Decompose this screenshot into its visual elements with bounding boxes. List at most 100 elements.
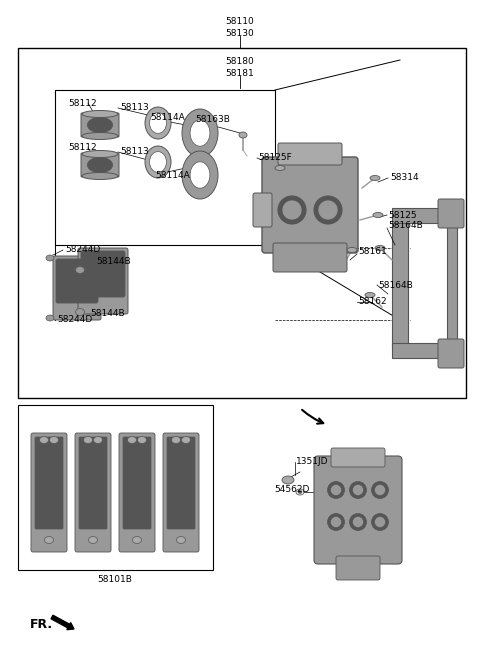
Text: 58112: 58112 <box>68 99 96 108</box>
Ellipse shape <box>46 255 54 261</box>
FancyBboxPatch shape <box>438 199 464 228</box>
Text: 58101B: 58101B <box>97 576 132 585</box>
Ellipse shape <box>296 489 304 495</box>
FancyBboxPatch shape <box>81 153 119 177</box>
Ellipse shape <box>39 436 48 443</box>
Ellipse shape <box>84 436 93 443</box>
FancyBboxPatch shape <box>438 339 464 368</box>
Ellipse shape <box>374 484 385 495</box>
Ellipse shape <box>239 132 247 138</box>
Bar <box>392 208 447 223</box>
Text: 58125F: 58125F <box>258 154 292 162</box>
Ellipse shape <box>190 162 210 188</box>
Ellipse shape <box>352 516 363 528</box>
Ellipse shape <box>137 436 146 443</box>
Ellipse shape <box>372 482 388 499</box>
Ellipse shape <box>349 514 367 530</box>
Bar <box>55 90 275 245</box>
Ellipse shape <box>46 315 54 321</box>
Text: 58180: 58180 <box>226 58 254 66</box>
Text: 58314: 58314 <box>390 173 419 183</box>
Ellipse shape <box>278 196 306 224</box>
FancyBboxPatch shape <box>31 433 67 552</box>
Ellipse shape <box>145 146 171 178</box>
Text: 58164B: 58164B <box>388 221 423 229</box>
Text: 58114A: 58114A <box>155 171 190 179</box>
Ellipse shape <box>94 436 103 443</box>
Ellipse shape <box>365 292 375 298</box>
Text: 58110: 58110 <box>226 18 254 26</box>
Ellipse shape <box>82 110 118 118</box>
Text: 58112: 58112 <box>68 143 96 152</box>
Ellipse shape <box>349 482 367 499</box>
Ellipse shape <box>347 248 357 252</box>
Ellipse shape <box>298 491 302 493</box>
Text: 58144B: 58144B <box>90 309 125 319</box>
Ellipse shape <box>75 309 84 315</box>
Ellipse shape <box>75 267 84 273</box>
Ellipse shape <box>282 200 302 220</box>
FancyBboxPatch shape <box>278 143 342 165</box>
FancyBboxPatch shape <box>253 193 272 227</box>
Ellipse shape <box>132 537 142 543</box>
Bar <box>18 48 466 398</box>
Text: 1351JD: 1351JD <box>296 457 328 466</box>
Ellipse shape <box>181 436 191 443</box>
Ellipse shape <box>275 166 285 171</box>
Ellipse shape <box>150 112 167 133</box>
Text: 58163B: 58163B <box>195 116 230 124</box>
Ellipse shape <box>331 516 341 528</box>
Ellipse shape <box>82 150 118 158</box>
Text: 58130: 58130 <box>226 28 254 37</box>
Ellipse shape <box>150 152 167 172</box>
Ellipse shape <box>372 514 388 530</box>
Text: 58164B: 58164B <box>378 281 413 290</box>
FancyBboxPatch shape <box>78 248 128 314</box>
Ellipse shape <box>177 537 185 543</box>
Text: 58162: 58162 <box>358 298 386 307</box>
Ellipse shape <box>314 196 342 224</box>
Ellipse shape <box>331 484 341 495</box>
Ellipse shape <box>327 514 345 530</box>
Text: 58244D: 58244D <box>65 246 100 254</box>
Ellipse shape <box>190 120 210 147</box>
FancyBboxPatch shape <box>331 448 385 467</box>
Text: 58144B: 58144B <box>96 258 131 267</box>
FancyBboxPatch shape <box>123 437 151 529</box>
Ellipse shape <box>128 436 136 443</box>
Ellipse shape <box>49 436 59 443</box>
Bar <box>447 226 457 341</box>
Text: 58113: 58113 <box>120 104 149 112</box>
FancyBboxPatch shape <box>119 433 155 552</box>
FancyBboxPatch shape <box>35 437 63 529</box>
Text: 58244D: 58244D <box>57 315 92 325</box>
FancyBboxPatch shape <box>314 456 402 564</box>
FancyArrow shape <box>51 615 74 629</box>
FancyBboxPatch shape <box>75 433 111 552</box>
Ellipse shape <box>374 516 385 528</box>
Text: 58181: 58181 <box>226 68 254 78</box>
Text: 58125: 58125 <box>388 210 417 219</box>
Ellipse shape <box>318 200 338 220</box>
FancyBboxPatch shape <box>79 437 107 529</box>
Text: 54562D: 54562D <box>274 486 310 495</box>
Ellipse shape <box>370 175 380 181</box>
Text: 58114A: 58114A <box>150 114 185 122</box>
FancyBboxPatch shape <box>262 157 358 253</box>
FancyBboxPatch shape <box>273 243 347 272</box>
FancyBboxPatch shape <box>81 113 119 137</box>
Text: 58161: 58161 <box>358 248 387 256</box>
Bar <box>18 405 213 570</box>
Ellipse shape <box>82 173 118 179</box>
Ellipse shape <box>327 482 345 499</box>
Ellipse shape <box>87 157 113 173</box>
Bar <box>392 218 408 348</box>
Ellipse shape <box>282 476 294 484</box>
Text: 58113: 58113 <box>120 148 149 156</box>
Ellipse shape <box>88 537 97 543</box>
FancyBboxPatch shape <box>81 251 125 297</box>
FancyBboxPatch shape <box>53 256 101 320</box>
Ellipse shape <box>87 118 113 133</box>
Ellipse shape <box>171 436 180 443</box>
Ellipse shape <box>182 109 218 157</box>
